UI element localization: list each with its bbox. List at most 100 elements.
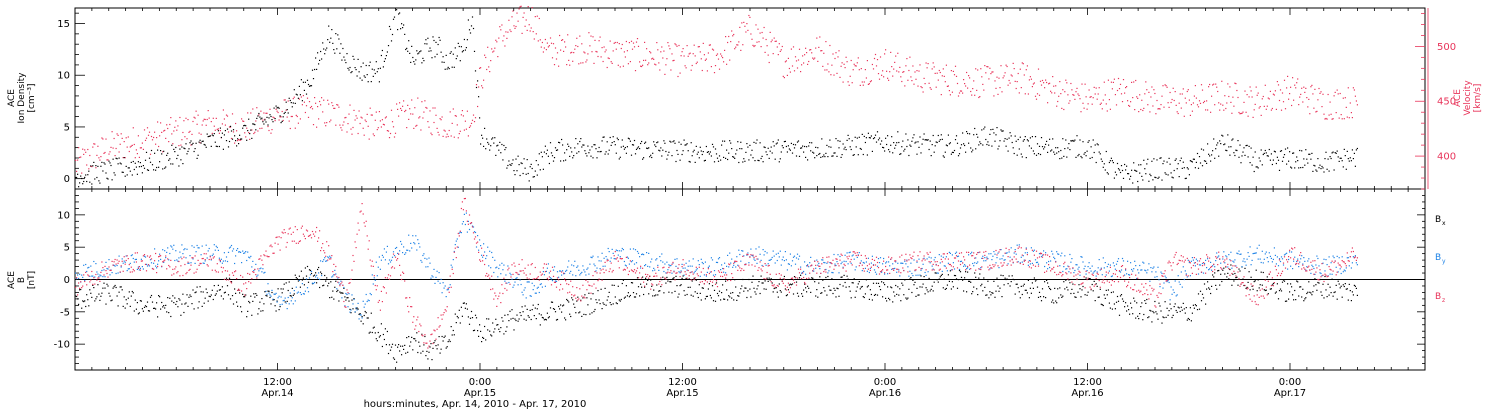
velocity-series-point xyxy=(92,147,93,148)
density-series-point xyxy=(511,163,512,164)
velocity-series-point xyxy=(585,61,586,62)
velocity-series-point xyxy=(1334,95,1335,96)
by-series-point xyxy=(85,264,86,265)
density-series-point xyxy=(729,140,730,141)
bx-series-point xyxy=(1088,292,1089,293)
density-series-point xyxy=(559,142,560,143)
density-series-point xyxy=(1088,142,1089,143)
density-series-point xyxy=(708,151,709,152)
by-series-point xyxy=(300,292,301,293)
velocity-series-point xyxy=(1138,111,1139,112)
bx-series-point xyxy=(536,318,537,319)
density-series-point xyxy=(408,40,409,41)
density-series-point xyxy=(836,156,837,157)
by-series-point xyxy=(783,257,784,258)
density-series-point xyxy=(294,89,295,90)
density-series-point xyxy=(738,162,739,163)
density-series-point xyxy=(1022,156,1023,157)
velocity-series-point xyxy=(275,120,276,121)
bx-series-point xyxy=(575,312,576,313)
bx-series-point xyxy=(957,288,958,289)
density-series-point xyxy=(1178,163,1179,164)
velocity-series-point xyxy=(311,106,312,107)
velocity-series-point xyxy=(82,149,83,150)
density-series-point xyxy=(1146,163,1147,164)
bx-series-point xyxy=(172,295,173,296)
bx-series-point xyxy=(619,299,620,300)
velocity-series-point xyxy=(108,154,109,155)
velocity-series-point xyxy=(996,77,997,78)
density-series-point xyxy=(753,142,754,143)
velocity-series-point xyxy=(313,124,314,125)
density-series-point xyxy=(811,142,812,143)
density-series-point xyxy=(148,170,149,171)
by-series-point xyxy=(782,259,783,260)
bx-series-point xyxy=(1211,286,1212,287)
velocity-series-point xyxy=(862,81,863,82)
density-series-point xyxy=(1187,167,1188,168)
by-series-point xyxy=(853,254,854,255)
density-series-point xyxy=(78,186,79,187)
density-series-point xyxy=(332,43,333,44)
by-series-point xyxy=(93,261,94,262)
bx-series-point xyxy=(223,298,224,299)
bx-series-point xyxy=(1261,272,1262,273)
density-series-point xyxy=(126,166,127,167)
density-series-point xyxy=(142,172,143,173)
density-series-point xyxy=(455,47,456,48)
velocity-series-point xyxy=(470,125,471,126)
density-series-point xyxy=(538,164,539,165)
velocity-series-point xyxy=(80,157,81,158)
velocity-series-point xyxy=(669,48,670,49)
bx-series-point xyxy=(930,290,931,291)
velocity-series-point xyxy=(277,111,278,112)
density-series-point xyxy=(157,150,158,151)
density-series-point xyxy=(746,143,747,144)
density-series-point xyxy=(964,145,965,146)
bx-series-point xyxy=(1057,288,1058,289)
density-series-point xyxy=(483,146,484,147)
density-series-point xyxy=(485,148,486,149)
by-series-point xyxy=(372,274,373,275)
by-series-point xyxy=(194,247,195,248)
velocity-series-point xyxy=(882,70,883,71)
bx-series-point xyxy=(617,303,618,304)
bx-series-point xyxy=(902,285,903,286)
velocity-series-point xyxy=(580,62,581,63)
bx-series-point xyxy=(988,297,989,298)
velocity-series-point xyxy=(1170,92,1171,93)
velocity-series-point xyxy=(797,67,798,68)
by-series-point xyxy=(127,270,128,271)
bx-series-point xyxy=(1199,309,1200,310)
density-series-point xyxy=(392,34,393,35)
by-series-point xyxy=(695,271,696,272)
velocity-series-point xyxy=(318,118,319,119)
bx-series-point xyxy=(678,294,679,295)
velocity-series-point xyxy=(1241,113,1242,114)
by-series-point xyxy=(237,248,238,249)
velocity-series-point xyxy=(1309,113,1310,114)
density-series-point xyxy=(567,144,568,145)
velocity-series-point xyxy=(399,102,400,103)
velocity-series-point xyxy=(1285,108,1286,109)
velocity-series-point xyxy=(1319,93,1320,94)
bx-series-point xyxy=(169,298,170,299)
bx-series-point xyxy=(218,285,219,286)
bx-series-point xyxy=(1260,284,1261,285)
velocity-series-point xyxy=(1224,95,1225,96)
by-series-point xyxy=(207,257,208,258)
bx-series-point xyxy=(244,296,245,297)
velocity-series-point xyxy=(969,77,970,78)
bx-series-point xyxy=(849,286,850,287)
bx-series-point xyxy=(441,349,442,350)
bx-series-point xyxy=(1097,286,1098,287)
velocity-series-point xyxy=(535,16,536,17)
bx-series-point xyxy=(796,282,797,283)
velocity-series-point xyxy=(908,70,909,71)
bx-series-point xyxy=(900,300,901,301)
velocity-series-point xyxy=(694,45,695,46)
density-series-point xyxy=(580,138,581,139)
density-series-point xyxy=(608,153,609,154)
bx-series-point xyxy=(1233,280,1234,281)
bx-series-point xyxy=(773,291,774,292)
